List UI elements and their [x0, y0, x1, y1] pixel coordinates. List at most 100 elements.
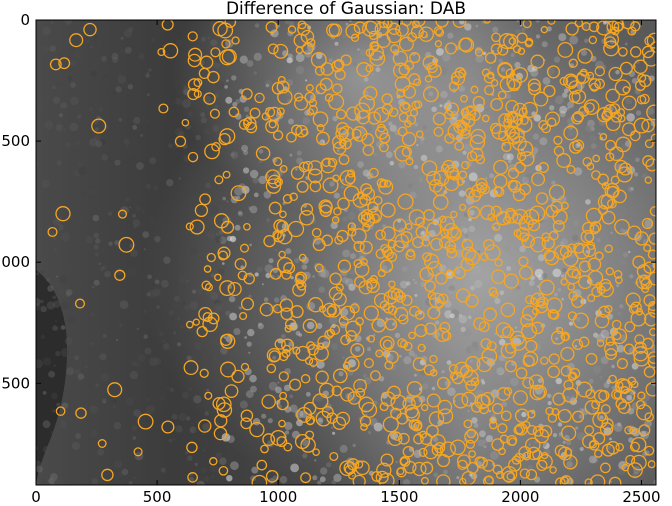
blob-circle — [412, 236, 424, 249]
blob-circle — [427, 291, 437, 300]
blob-circle — [623, 343, 635, 355]
blob-circle — [327, 157, 338, 168]
blob-circle — [560, 201, 569, 210]
blob-circle — [290, 166, 305, 180]
blob-circle — [55, 406, 66, 417]
blob-circle — [298, 210, 315, 226]
blob-circle — [443, 222, 459, 239]
blob-circle — [276, 436, 288, 448]
blob-circle — [514, 408, 530, 423]
blob-circle — [231, 36, 240, 45]
blob-circle — [277, 89, 293, 105]
blob-circle — [351, 128, 362, 139]
blob-circle — [300, 374, 311, 384]
micrograph-image — [36, 20, 656, 485]
blob-circle — [605, 152, 615, 162]
blob-circle — [378, 472, 395, 485]
blob-circle — [243, 222, 251, 231]
blob-circle — [209, 457, 218, 466]
blob-circle — [319, 204, 332, 218]
blob-circle — [207, 312, 220, 325]
blob-circle — [300, 437, 316, 453]
blob-circle — [458, 69, 467, 78]
blob-circle — [243, 272, 255, 285]
blob-circle — [287, 25, 297, 34]
blob-circle — [329, 324, 341, 335]
blob-circle — [220, 333, 236, 349]
blob-circle — [540, 451, 549, 460]
blob-circle — [535, 192, 549, 205]
blob-circle — [69, 33, 84, 48]
blob-circle — [294, 96, 309, 111]
blob-circle — [359, 194, 371, 206]
blob-circle — [161, 20, 174, 31]
blob-circle — [481, 348, 498, 365]
blob-circle — [418, 26, 434, 42]
blob-circle — [521, 305, 538, 321]
blob-circle — [320, 157, 336, 174]
blob-circle — [431, 444, 444, 456]
blob-circle — [260, 444, 269, 454]
blob-circle — [419, 267, 434, 282]
blob-circle — [568, 80, 583, 95]
blob-circle — [371, 470, 383, 482]
blob-circle — [328, 286, 343, 301]
blob-circle — [271, 81, 285, 95]
blob-circle — [307, 297, 324, 313]
blob-circle — [378, 20, 390, 29]
blob-circle — [218, 465, 229, 476]
blob-circle — [478, 321, 490, 333]
blob-circle — [337, 197, 350, 211]
blob-circle — [264, 106, 276, 118]
blob-circle — [265, 178, 282, 194]
blob-circle — [368, 44, 385, 61]
blob-circle — [645, 158, 656, 172]
blob-circle — [283, 262, 296, 275]
blob-circle — [206, 252, 216, 263]
blob-circle — [366, 279, 380, 294]
blob-circle — [294, 271, 308, 284]
blob-circle — [396, 467, 405, 476]
blob-circle — [427, 260, 443, 277]
blob-circle — [101, 468, 114, 482]
blob-circle — [642, 337, 654, 350]
blob-circle — [240, 409, 254, 422]
blob-circle — [240, 362, 250, 372]
blob-circle — [538, 279, 555, 296]
blob-circle — [560, 425, 577, 441]
blob-circle — [517, 47, 526, 56]
blob-circle — [642, 155, 655, 168]
blob-circle — [75, 407, 87, 419]
blob-circle — [545, 406, 554, 416]
blob-circle — [338, 138, 347, 147]
blob-circle — [311, 227, 322, 238]
blob-circle — [591, 286, 603, 298]
blob-circle — [321, 405, 334, 419]
blob-circle — [360, 423, 368, 431]
blob-circle — [414, 100, 423, 109]
blob-circle — [468, 450, 476, 458]
blob-circle — [596, 107, 613, 123]
blob-circle — [292, 346, 301, 355]
blob-circle — [436, 474, 451, 485]
blob-circle — [594, 449, 603, 458]
blob-circle — [556, 153, 572, 168]
blob-circle — [397, 193, 414, 210]
blob-circle — [538, 162, 549, 173]
blob-circle — [547, 20, 556, 25]
blob-circle — [487, 213, 496, 222]
blob-circle — [582, 221, 595, 234]
blob-circle — [621, 20, 635, 30]
blob-circle — [339, 460, 355, 477]
x-axis: 0 500 1000 1500 2000 2500 — [31, 20, 661, 506]
blob-circle — [240, 297, 255, 311]
blob-circle — [212, 21, 228, 37]
y-tick-label: 500 — [1, 132, 30, 150]
blob-circle — [480, 391, 495, 406]
blob-circle — [574, 243, 591, 260]
blob-circle — [634, 80, 646, 92]
blob-circle — [420, 476, 429, 485]
blob-circle — [530, 236, 546, 253]
blob-circle — [321, 234, 334, 247]
blob-circle — [577, 48, 593, 64]
